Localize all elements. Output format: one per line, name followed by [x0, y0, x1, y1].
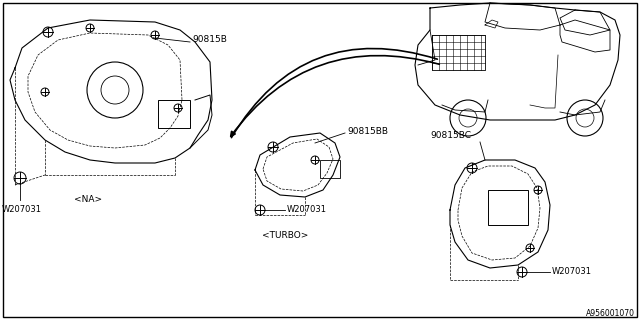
Text: A956001070: A956001070	[586, 309, 635, 318]
Text: 90815BB: 90815BB	[347, 126, 388, 135]
Text: W207031: W207031	[2, 205, 42, 214]
Bar	[488, 190, 528, 225]
Text: W207031: W207031	[287, 205, 327, 214]
Bar	[320, 160, 340, 178]
Bar	[158, 100, 190, 128]
Text: W207031: W207031	[552, 268, 592, 276]
Text: <TURBO>: <TURBO>	[262, 230, 308, 239]
Text: 90815BC: 90815BC	[430, 132, 471, 140]
Text: <NA>: <NA>	[74, 196, 102, 204]
Text: 90815B: 90815B	[192, 36, 227, 44]
